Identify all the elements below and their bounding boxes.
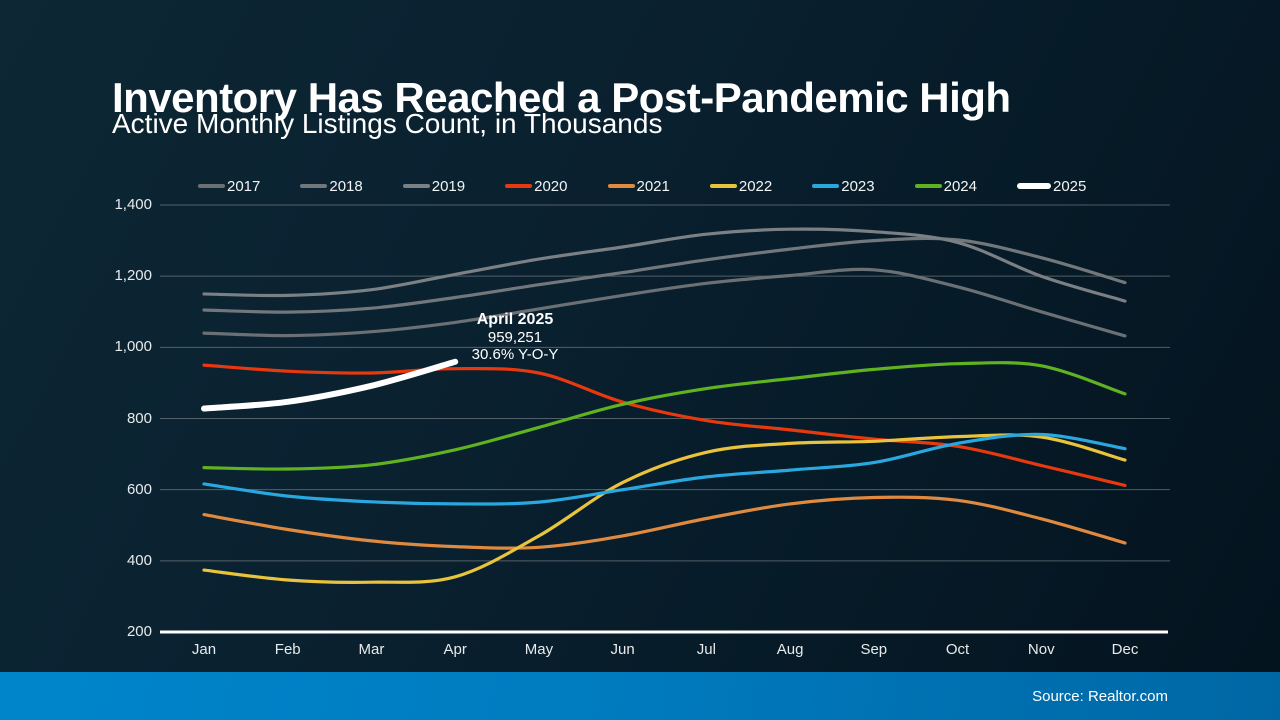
legend-label-2023: 2023 xyxy=(841,177,875,195)
x-tick-label-Feb: Feb xyxy=(274,641,301,658)
legend-swatch-2023 xyxy=(812,184,840,188)
x-tick-label-May: May xyxy=(524,641,554,658)
y-tick-label-600: 600 xyxy=(126,480,152,498)
footer-bar: Source: Realtor.com xyxy=(0,672,1280,720)
april-2025-annotation: April 2025 959,251 30.6% Y-O-Y xyxy=(429,311,601,364)
legend-swatch-2021 xyxy=(607,184,635,188)
y-tick-label-200: 200 xyxy=(126,623,152,640)
series-line-2020 xyxy=(202,363,1127,487)
y-tick-label-1200: 1,200 xyxy=(114,267,152,285)
legend-item-2018: 2018 xyxy=(300,177,363,195)
series-line-2023 xyxy=(202,432,1127,506)
x-tick-label-Jan: Jan xyxy=(191,641,217,658)
series-line-2019 xyxy=(202,227,1127,303)
legend-swatch-2019 xyxy=(402,184,430,188)
legend-swatch-2018 xyxy=(300,184,328,188)
x-tick-label-Mar: Mar xyxy=(358,641,385,658)
legend-label-2019: 2019 xyxy=(431,177,466,195)
series-line-2018 xyxy=(202,236,1127,314)
series-line-2017 xyxy=(202,267,1127,338)
legend-swatch-2024 xyxy=(914,184,942,188)
legend-label-2024: 2024 xyxy=(943,177,977,195)
legend-item-2021: 2021 xyxy=(607,177,670,195)
legend-item-2024: 2024 xyxy=(914,177,977,195)
x-tick-label-Aug: Aug xyxy=(776,641,804,658)
annotation-yoy: 30.6% Y-O-Y xyxy=(471,346,559,363)
series-line-2024 xyxy=(202,361,1127,471)
y-tick-label-1000: 1,000 xyxy=(114,338,152,356)
y-tick-label-800: 800 xyxy=(126,409,152,427)
chart-legend: 2017 2018 2019 2020 2021 2022 2023 2024 2025 xyxy=(198,176,1086,196)
series-line-2021 xyxy=(202,495,1127,550)
legend-label-2025: 2025 xyxy=(1053,177,1087,195)
legend-label-2018: 2018 xyxy=(329,177,363,195)
legend-item-2019: 2019 xyxy=(402,177,466,195)
x-tick-label-Nov: Nov xyxy=(1027,641,1055,658)
page-title: Inventory Has Reached a Post-Pandemic Hi… xyxy=(112,74,1011,122)
x-tick-label-Jul: Jul xyxy=(696,641,716,658)
x-tick-label-Apr: Apr xyxy=(443,641,467,658)
legend-swatch-2020 xyxy=(505,184,533,188)
legend-label-2017: 2017 xyxy=(227,177,261,195)
x-tick-label-Dec: Dec xyxy=(1111,641,1139,658)
legend-swatch-2022 xyxy=(709,184,737,188)
legend-swatch-2025 xyxy=(1017,183,1051,189)
legend-swatch-2017 xyxy=(198,184,225,188)
y-tick-label-1400: 1,400 xyxy=(114,196,152,213)
series-line-2022 xyxy=(202,433,1127,584)
legend-label-2020: 2020 xyxy=(534,177,568,195)
annotation-title: April 2025 xyxy=(476,311,554,328)
legend-item-2020: 2020 xyxy=(505,177,568,195)
legend-label-2021: 2021 xyxy=(636,177,670,195)
annotation-value: 959,251 xyxy=(487,328,543,346)
series-line-2025 xyxy=(201,358,459,412)
legend-item-2017: 2017 xyxy=(198,178,260,195)
x-tick-label-Oct: Oct xyxy=(945,641,970,658)
source-credit: Source: Realtor.com xyxy=(1032,687,1168,705)
x-tick-label-Jun: Jun xyxy=(610,641,635,658)
legend-item-2025: 2025 xyxy=(1017,178,1086,195)
legend-item-2022: 2022 xyxy=(709,177,773,195)
legend-item-2023: 2023 xyxy=(812,177,875,195)
x-tick-label-Sep: Sep xyxy=(860,641,888,658)
legend-label-2022: 2022 xyxy=(738,177,773,195)
chart-subtitle: Active Monthly Listings Count, in Thousa… xyxy=(112,108,663,139)
y-tick-label-400: 400 xyxy=(126,551,152,569)
